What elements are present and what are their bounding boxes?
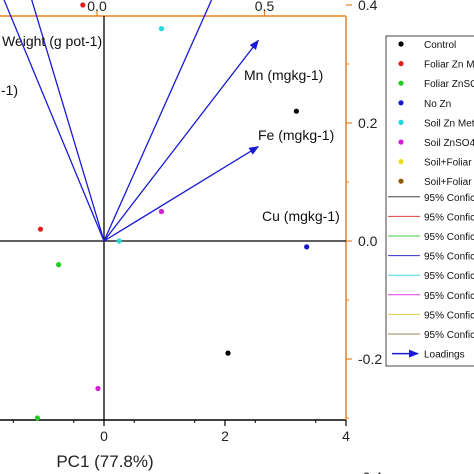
- legend-label: Foliar Zn M: [424, 60, 474, 71]
- legend-marker: [398, 159, 404, 165]
- loading-vector: [103, 146, 260, 242]
- loading-label: Cu (mgkg-1): [262, 208, 340, 224]
- x-tick-label: 2: [221, 428, 229, 444]
- data-point: [34, 415, 41, 421]
- top-tick-label: 0.0: [87, 0, 107, 14]
- legend-marker: [398, 80, 404, 86]
- data-point: [56, 262, 62, 268]
- data-point: [304, 244, 310, 250]
- x-tick-label: 0: [100, 428, 108, 444]
- legend-label: 95% Confic: [424, 310, 474, 321]
- data-point: [293, 108, 299, 114]
- loading-label: Weight (g pot-1): [2, 33, 102, 49]
- legend-label: 95% Confic: [424, 212, 474, 223]
- loading-vector: [31, 0, 105, 242]
- top-tick-label: 0.5: [255, 0, 275, 14]
- legend-label: 95% Confic: [424, 232, 474, 243]
- legend-label: 95% Confic: [424, 271, 474, 282]
- legend-marker: [398, 119, 404, 125]
- data-point: [37, 226, 44, 232]
- data-point: [80, 2, 86, 8]
- x-axis-title: PC1 (77.8%): [56, 452, 153, 471]
- data-point: [158, 26, 165, 32]
- legend-label: Soil Zn Met: [424, 118, 474, 129]
- data-point: [116, 238, 122, 244]
- data-point: [95, 385, 101, 392]
- legend-marker: [398, 61, 404, 67]
- loading-vector: [103, 39, 259, 242]
- y-tick-label: 0.4: [358, 0, 378, 13]
- y-tick-label: -0.2: [358, 351, 382, 367]
- legend-label: Soil+Foliar: [424, 158, 472, 169]
- y-tick-label: -0.4: [358, 469, 382, 474]
- legend-label: Control: [424, 40, 456, 51]
- legend-marker: [398, 139, 404, 145]
- legend-label: 95% Confic: [424, 291, 474, 302]
- data-point: [225, 350, 231, 356]
- loading-label: (mgkg-1): [0, 82, 18, 98]
- y-tick-label: 0.0: [358, 233, 378, 249]
- loading-label: Mn (mgkg-1): [244, 67, 323, 83]
- loading-label: Fe (mgkg-1): [258, 127, 334, 143]
- loading-vector: [3, 0, 105, 242]
- data-point: [158, 208, 165, 215]
- legend-label: Soil ZnSO4: [424, 138, 474, 149]
- legend-label: 95% Confic: [424, 193, 474, 204]
- legend-marker: [398, 41, 404, 47]
- y-tick-label: 0.2: [358, 115, 378, 131]
- legend-label: Soil+Foliar: [424, 177, 472, 188]
- x-tick-label: 4: [342, 428, 350, 444]
- legend-label: 95% Confic: [424, 252, 474, 263]
- legend-label: 95% Confic: [424, 330, 474, 341]
- legend-marker: [398, 178, 404, 184]
- legend-label: Foliar ZnSO: [424, 79, 474, 90]
- loading-vector: [103, 0, 213, 242]
- legend-label: Loadings: [424, 350, 465, 361]
- legend-marker: [398, 100, 404, 106]
- legend-box: [385, 35, 474, 367]
- legend: Control Foliar Zn M Foliar ZnSO No Zn Soil Z…: [385, 35, 474, 367]
- legend-label: No Zn: [424, 99, 451, 110]
